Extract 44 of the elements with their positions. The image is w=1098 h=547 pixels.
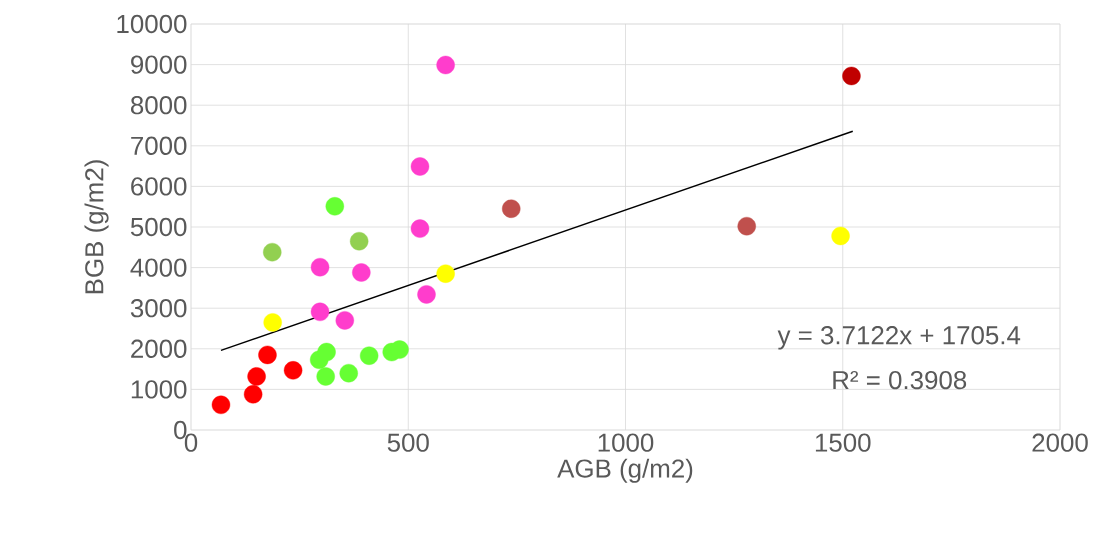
point bbox=[263, 242, 282, 262]
x-tick-label: 2000 bbox=[1032, 433, 1088, 452]
y-tick-label: 7000 bbox=[131, 136, 187, 155]
x-tick-label: 1500 bbox=[815, 433, 871, 452]
x-axis-title: AGB (g/m2) bbox=[557, 458, 693, 483]
point bbox=[410, 219, 430, 238]
point bbox=[737, 216, 756, 236]
point bbox=[436, 264, 455, 283]
point bbox=[310, 302, 330, 322]
y-tick-label: 3000 bbox=[130, 299, 187, 318]
point bbox=[339, 363, 358, 383]
y-tick-label: 2000 bbox=[131, 339, 187, 358]
annotation: y = 3.7122x + 1705.4 bbox=[777, 326, 1021, 350]
annotation: R² = 0.3908 bbox=[833, 370, 967, 390]
y-tick-label: 10000 bbox=[117, 14, 187, 34]
x-tick-label: 500 bbox=[387, 433, 429, 452]
point bbox=[831, 226, 850, 246]
point bbox=[211, 395, 231, 415]
point bbox=[502, 199, 521, 218]
y-tick-label: 1000 bbox=[131, 380, 187, 399]
y-tick-label: 4000 bbox=[130, 258, 187, 277]
point bbox=[352, 263, 371, 282]
y-tick-label: 8000 bbox=[130, 96, 187, 115]
point bbox=[842, 66, 861, 86]
point bbox=[263, 313, 282, 332]
point bbox=[316, 367, 335, 386]
point bbox=[243, 385, 263, 404]
y-tick-label: 9000 bbox=[131, 55, 187, 74]
point bbox=[417, 285, 436, 304]
point bbox=[317, 342, 336, 362]
point bbox=[349, 232, 369, 251]
point bbox=[410, 157, 430, 176]
y-tick-label: 5000 bbox=[130, 217, 187, 237]
point bbox=[436, 55, 455, 75]
point bbox=[335, 311, 355, 330]
y-tick-label: 6000 bbox=[131, 177, 187, 196]
point bbox=[359, 346, 379, 365]
point bbox=[258, 345, 277, 365]
y-axis-title: BGB (g/m2) bbox=[84, 160, 109, 294]
point bbox=[325, 197, 345, 216]
x-tick-label: 1000 bbox=[598, 433, 654, 452]
point bbox=[310, 257, 330, 277]
point bbox=[247, 367, 266, 386]
point bbox=[283, 361, 303, 380]
